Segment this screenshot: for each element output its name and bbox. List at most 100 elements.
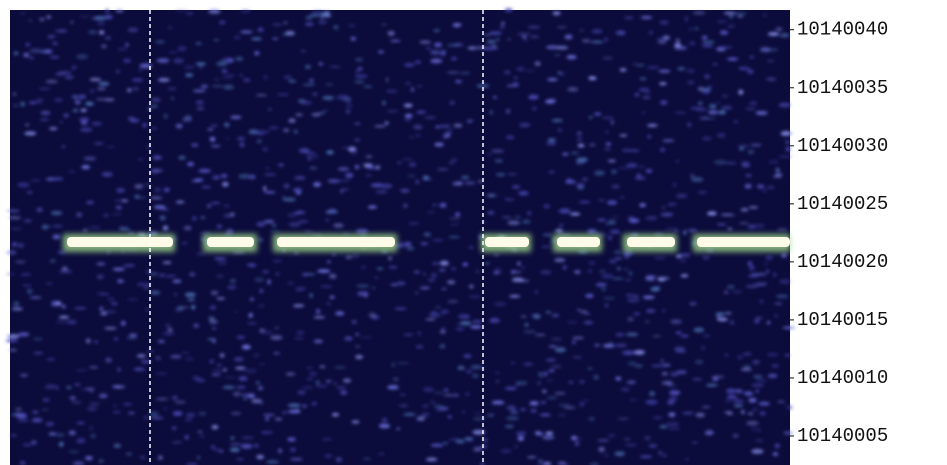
speckle	[725, 354, 729, 357]
speckle	[126, 453, 133, 456]
speckle	[666, 422, 679, 426]
speckle	[132, 87, 139, 91]
speckle	[326, 302, 330, 305]
speckle	[316, 385, 328, 387]
speckle	[747, 69, 754, 74]
speckle	[674, 43, 681, 47]
speckle	[677, 67, 685, 71]
speckle	[777, 401, 785, 403]
speckle	[763, 188, 766, 193]
speckle	[506, 135, 515, 139]
speckle	[254, 51, 259, 55]
speckle	[413, 125, 423, 130]
speckle	[409, 162, 417, 167]
speckle	[56, 386, 59, 390]
speckle	[609, 259, 616, 263]
speckle	[759, 402, 770, 406]
speckle	[198, 412, 206, 416]
speckle	[734, 404, 744, 407]
speckle	[163, 261, 172, 264]
speckle	[469, 285, 473, 289]
speckle	[659, 451, 662, 455]
speckle	[420, 287, 430, 290]
speckle	[483, 34, 491, 36]
speckle	[330, 208, 336, 213]
speckle	[572, 337, 584, 339]
speckle	[350, 37, 356, 41]
speckle	[622, 350, 635, 355]
speckle	[240, 73, 243, 76]
speckle	[76, 212, 82, 217]
speckle	[42, 409, 49, 411]
speckle	[283, 183, 289, 188]
speckle	[742, 163, 751, 168]
speckle	[293, 188, 302, 192]
speckle	[470, 325, 482, 329]
speckle	[357, 291, 369, 296]
speckle	[313, 182, 321, 187]
speckle	[665, 228, 677, 230]
speckle	[537, 382, 541, 385]
speckle	[72, 66, 75, 70]
speckle	[158, 78, 170, 82]
speckle	[287, 282, 294, 285]
speckle	[756, 380, 767, 382]
speckle	[167, 328, 172, 332]
speckle	[208, 317, 215, 321]
speckle	[514, 445, 518, 448]
speckle	[216, 225, 222, 229]
speckle	[506, 109, 510, 113]
speckle	[449, 439, 461, 441]
speckle	[416, 345, 424, 348]
speckle	[336, 457, 342, 462]
speckle	[225, 74, 235, 77]
speckle	[541, 246, 550, 248]
speckle	[97, 88, 106, 90]
speckle	[728, 25, 735, 28]
speckle	[767, 186, 775, 189]
speckle	[50, 56, 60, 58]
speckle	[55, 301, 61, 304]
speckle	[425, 318, 435, 320]
speckle	[548, 369, 554, 372]
speckle	[648, 444, 657, 448]
speckle	[773, 176, 782, 178]
speckle	[184, 226, 192, 231]
speckle	[651, 364, 664, 367]
speckle	[457, 181, 462, 185]
speckle	[46, 358, 55, 361]
speckle	[262, 147, 268, 151]
speckle	[256, 222, 265, 227]
speckle	[242, 345, 251, 350]
speckle	[189, 272, 195, 276]
speckle	[170, 355, 182, 358]
speckle	[553, 11, 561, 15]
speckle	[69, 430, 76, 435]
speckle	[46, 16, 51, 19]
speckle	[264, 220, 275, 224]
speckle	[646, 216, 658, 221]
speckle	[375, 276, 378, 278]
speckle	[695, 27, 699, 30]
speckle	[529, 401, 538, 405]
speckle	[702, 136, 712, 140]
speckle	[454, 124, 463, 128]
speckle	[577, 137, 583, 142]
speckle	[20, 374, 28, 377]
speckle	[230, 279, 236, 283]
speckle	[256, 381, 261, 385]
speckle	[567, 321, 578, 324]
speckle	[417, 416, 426, 421]
speckle	[463, 354, 471, 358]
speckle	[674, 112, 686, 114]
speckle	[146, 350, 154, 352]
speckle	[635, 176, 646, 179]
speckle	[625, 444, 637, 446]
speckle	[309, 293, 312, 298]
speckle	[647, 135, 651, 140]
speckle	[45, 283, 53, 285]
speckle	[661, 359, 664, 363]
speckle	[559, 209, 571, 214]
speckle	[244, 398, 247, 400]
speckle	[32, 411, 39, 413]
